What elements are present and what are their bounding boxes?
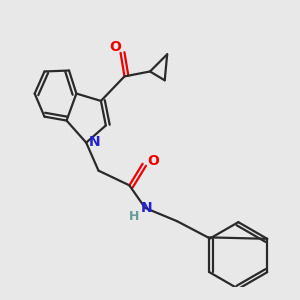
Text: N: N — [89, 135, 101, 149]
Text: N: N — [141, 201, 152, 215]
Text: H: H — [129, 210, 140, 223]
Text: O: O — [148, 154, 159, 168]
Text: O: O — [110, 40, 122, 54]
